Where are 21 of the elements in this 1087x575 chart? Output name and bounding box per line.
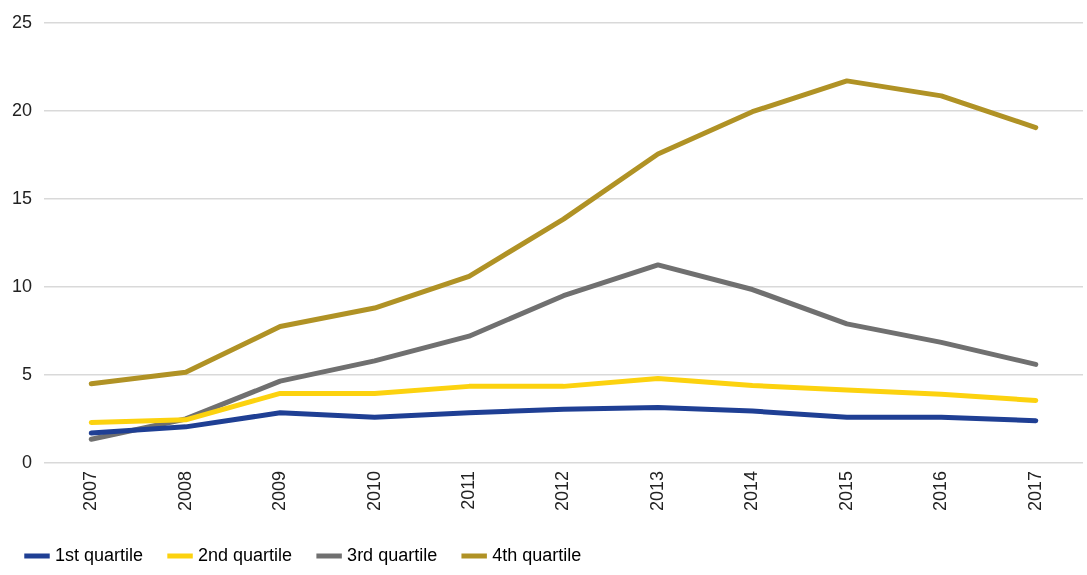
y-tick-label: 0 bbox=[22, 451, 33, 472]
legend-label: 1st quartile bbox=[55, 544, 144, 565]
x-tick-label: 2015 bbox=[835, 470, 856, 511]
y-tick-label: 20 bbox=[11, 99, 33, 120]
x-tick-label: 2016 bbox=[930, 470, 951, 511]
y-tick-label: 10 bbox=[11, 275, 33, 296]
x-tick-label: 2007 bbox=[80, 470, 101, 511]
legend-label: 2nd quartile bbox=[198, 544, 293, 565]
y-tick-label: 5 bbox=[22, 363, 33, 384]
x-tick-label: 2008 bbox=[174, 470, 195, 511]
x-tick-label: 2010 bbox=[363, 470, 384, 511]
y-tick-label: 15 bbox=[11, 187, 33, 208]
x-tick-label: 2009 bbox=[269, 470, 290, 511]
x-tick-label: 2011 bbox=[458, 470, 479, 510]
legend-label: 4th quartile bbox=[492, 544, 582, 565]
x-tick-label: 2014 bbox=[741, 470, 762, 511]
y-tick-label: 25 bbox=[11, 11, 33, 32]
legend-label: 3rd quartile bbox=[347, 544, 438, 565]
x-tick-label: 2013 bbox=[646, 470, 667, 511]
x-tick-label: 2012 bbox=[552, 470, 573, 511]
x-tick-label: 2017 bbox=[1024, 470, 1045, 511]
